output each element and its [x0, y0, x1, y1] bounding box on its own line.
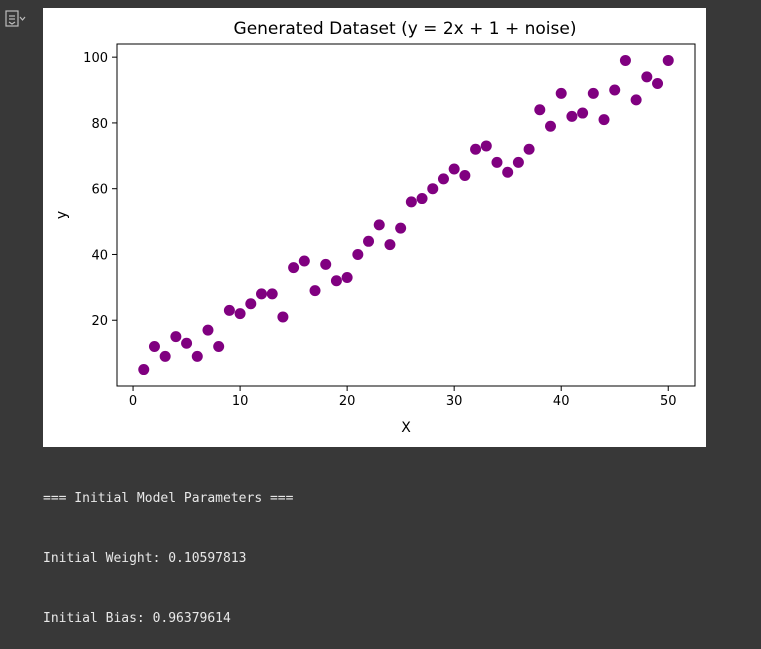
data-point — [470, 143, 482, 155]
data-point — [277, 311, 289, 323]
cell-output: === Initial Model Parameters === Initial… — [43, 449, 293, 649]
data-point — [298, 255, 310, 267]
data-point — [341, 271, 353, 283]
y-axis-label: y — [54, 211, 70, 219]
scatter-chart: Generated Dataset (y = 2x + 1 + noise) 0… — [54, 19, 696, 436]
y-tick-label: 80 — [91, 117, 108, 132]
data-point — [202, 324, 214, 336]
output-line: === Initial Model Parameters === — [43, 491, 294, 506]
chart-title: Generated Dataset (y = 2x + 1 + noise) — [234, 19, 577, 39]
data-point — [138, 364, 150, 376]
y-tick-label: 60 — [91, 183, 108, 198]
plot-area — [116, 43, 696, 387]
data-point — [384, 239, 396, 251]
x-tick-label: 50 — [660, 394, 677, 409]
output-line: Initial Bias: 0.96379614 — [43, 611, 231, 626]
data-point — [534, 104, 546, 116]
data-point — [245, 298, 257, 310]
data-point — [256, 288, 267, 300]
data-point — [512, 156, 524, 168]
output-line: Initial Weight: 0.10597813 — [43, 551, 247, 566]
data-point — [652, 77, 664, 89]
data-point — [662, 54, 674, 66]
data-point — [480, 140, 492, 152]
data-point — [641, 71, 653, 83]
data-point — [320, 258, 332, 270]
data-point — [181, 337, 193, 349]
data-point — [587, 87, 599, 99]
data-point — [330, 275, 342, 287]
y-tick-label: 40 — [91, 248, 108, 263]
x-tick-label: 40 — [553, 394, 570, 409]
data-point — [609, 84, 621, 96]
data-point — [555, 87, 567, 99]
data-point — [619, 54, 631, 66]
data-point — [427, 183, 439, 195]
x-tick-label: 10 — [232, 394, 249, 409]
data-point — [459, 170, 471, 182]
x-tick-label: 30 — [446, 394, 463, 409]
data-point — [598, 114, 610, 126]
data-point — [159, 350, 171, 362]
data-point — [502, 166, 514, 178]
data-point — [395, 222, 407, 234]
data-point — [148, 341, 160, 353]
y-axis: 20 40 60 80 100 — [83, 51, 117, 329]
y-tick-label: 20 — [91, 314, 108, 329]
x-tick-label: 0 — [129, 394, 137, 409]
data-point — [373, 219, 385, 231]
data-point — [448, 163, 460, 175]
data-point — [223, 304, 235, 316]
data-point — [170, 331, 182, 343]
plot-figure: Generated Dataset (y = 2x + 1 + noise) 0… — [43, 8, 706, 447]
data-point — [309, 285, 321, 297]
data-point — [405, 196, 417, 208]
data-point — [437, 173, 449, 185]
output-collapse-icon[interactable] — [5, 10, 27, 28]
scatter-points — [138, 54, 674, 376]
data-point — [577, 107, 589, 119]
data-point — [363, 235, 375, 247]
data-point — [191, 350, 203, 362]
data-point — [630, 94, 642, 106]
data-point — [266, 288, 278, 300]
data-point — [566, 110, 578, 122]
data-point — [288, 262, 300, 274]
y-tick-label: 100 — [83, 51, 108, 66]
x-axis-label: X — [401, 420, 411, 436]
data-point — [523, 143, 535, 155]
data-point — [545, 120, 556, 132]
data-point — [491, 156, 503, 168]
data-point — [234, 308, 246, 320]
x-tick-label: 20 — [339, 394, 356, 409]
data-point — [213, 341, 225, 353]
data-point — [416, 193, 428, 205]
x-axis: 0 10 20 30 40 50 — [129, 386, 677, 409]
data-point — [352, 248, 364, 260]
